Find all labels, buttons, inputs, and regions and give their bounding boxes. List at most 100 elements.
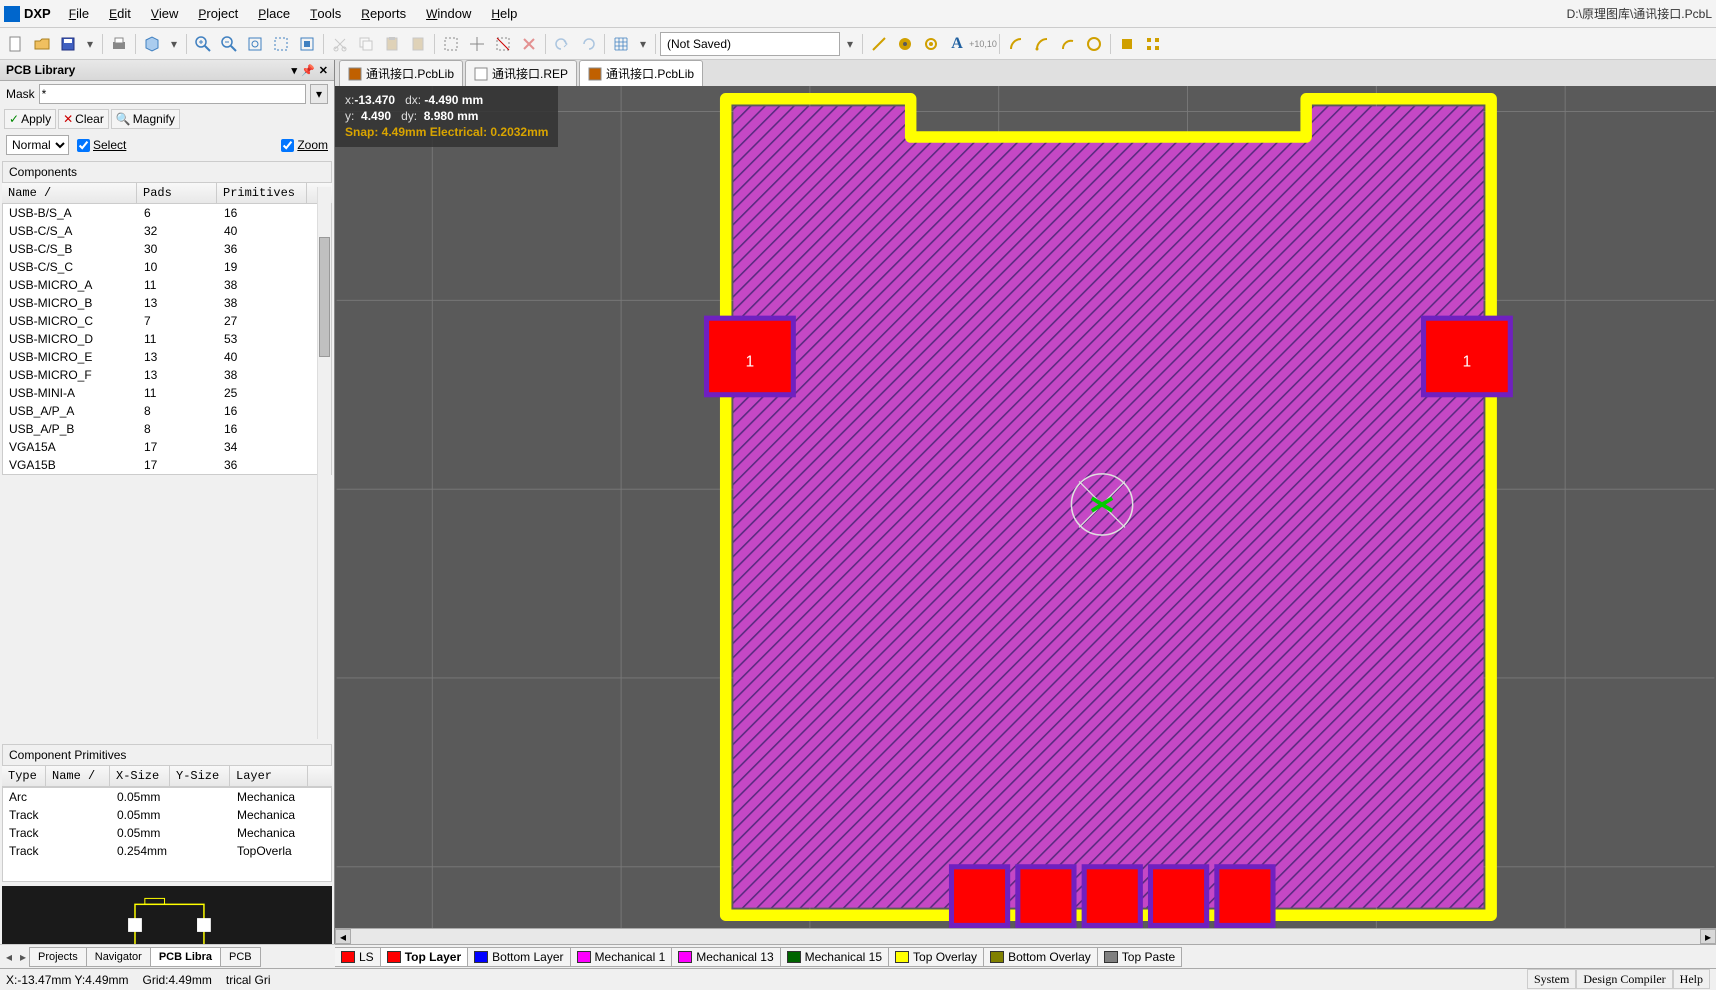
place-fill-button[interactable] bbox=[1115, 32, 1139, 56]
zoom-in-button[interactable] bbox=[191, 32, 215, 56]
layer-tab[interactable]: Top Paste bbox=[1097, 947, 1182, 967]
grid-dropdown[interactable]: ▾ bbox=[635, 37, 651, 51]
component-row[interactable]: USB-MICRO_A1138 bbox=[3, 276, 331, 294]
layer-tab[interactable]: Top Overlay bbox=[888, 947, 984, 967]
horizontal-scrollbar[interactable]: ◂▸ bbox=[335, 928, 1716, 944]
deselect-button[interactable] bbox=[491, 32, 515, 56]
place-arc-center-button[interactable] bbox=[1004, 32, 1028, 56]
place-arc-edge-button[interactable] bbox=[1030, 32, 1054, 56]
new-button[interactable] bbox=[4, 32, 28, 56]
component-row[interactable]: USB-B/S_A616 bbox=[3, 204, 331, 222]
save-dropdown[interactable]: ▾ bbox=[82, 37, 98, 51]
component-row[interactable]: USB-C/S_B3036 bbox=[3, 240, 331, 258]
place-coord-button[interactable]: +10,10 bbox=[971, 32, 995, 56]
menu-help[interactable]: Help bbox=[481, 2, 527, 25]
menu-project[interactable]: Project bbox=[188, 2, 248, 25]
panel-menu-icon[interactable]: ▾ bbox=[292, 64, 298, 77]
place-line-button[interactable] bbox=[867, 32, 891, 56]
library-button[interactable] bbox=[140, 32, 164, 56]
component-row[interactable]: USB-MICRO_F1338 bbox=[3, 366, 331, 384]
column-header[interactable]: Y-Size bbox=[170, 766, 230, 786]
panel-tab[interactable]: Navigator bbox=[86, 947, 151, 967]
components-scrollbar[interactable] bbox=[317, 187, 331, 739]
mode-select[interactable]: Normal bbox=[6, 135, 69, 155]
print-button[interactable] bbox=[107, 32, 131, 56]
status-button[interactable]: Design Compiler bbox=[1576, 969, 1672, 989]
component-row[interactable]: USB-C/S_C1019 bbox=[3, 258, 331, 276]
place-arc-any-button[interactable] bbox=[1056, 32, 1080, 56]
pcb-canvas[interactable]: 11 x:-13.470 dx: -4.490 mm y: 4.490 dy: … bbox=[335, 86, 1716, 928]
column-header[interactable]: Layer bbox=[230, 766, 308, 786]
menu-view[interactable]: View bbox=[141, 2, 189, 25]
status-button[interactable]: Help bbox=[1673, 969, 1710, 989]
move-button[interactable] bbox=[465, 32, 489, 56]
column-header[interactable]: Type bbox=[2, 766, 46, 786]
component-row[interactable]: USB-MICRO_E1340 bbox=[3, 348, 331, 366]
tab-nav-right[interactable]: ▸ bbox=[16, 950, 30, 964]
zoom-checkbox[interactable]: Zoom bbox=[281, 138, 328, 152]
clear-button[interactable]: ✕Clear bbox=[58, 109, 109, 129]
column-header[interactable]: X-Size bbox=[110, 766, 170, 786]
panel-tab[interactable]: Projects bbox=[29, 947, 87, 967]
place-string-button[interactable]: A bbox=[945, 32, 969, 56]
menu-tools[interactable]: Tools bbox=[300, 2, 351, 25]
panel-tab[interactable]: PCB bbox=[220, 947, 261, 967]
component-row[interactable]: USB-MICRO_B1338 bbox=[3, 294, 331, 312]
magnify-button[interactable]: 🔍Magnify bbox=[111, 109, 180, 129]
component-row[interactable]: USB-C/S_A3240 bbox=[3, 222, 331, 240]
primitive-row[interactable]: Arc0.05mmMechanica bbox=[3, 788, 331, 806]
place-circle-button[interactable] bbox=[1082, 32, 1106, 56]
paste-button[interactable] bbox=[380, 32, 404, 56]
zoom-fit-button[interactable] bbox=[243, 32, 267, 56]
primitive-row[interactable]: Track0.05mmMechanica bbox=[3, 806, 331, 824]
cut-button[interactable] bbox=[328, 32, 352, 56]
status-button[interactable]: System bbox=[1527, 969, 1576, 989]
mask-dropdown[interactable]: ▾ bbox=[310, 84, 328, 104]
layer-tab[interactable]: LS bbox=[335, 947, 381, 967]
saved-query-combo[interactable]: (Not Saved) bbox=[660, 32, 840, 56]
select-button[interactable] bbox=[439, 32, 463, 56]
component-row[interactable]: VGA15B1736 bbox=[3, 456, 331, 474]
place-array-button[interactable] bbox=[1141, 32, 1165, 56]
copy-button[interactable] bbox=[354, 32, 378, 56]
document-tab[interactable]: 通讯接口.REP bbox=[465, 60, 577, 86]
layer-tab[interactable]: Bottom Layer bbox=[467, 947, 570, 967]
panel-close-icon[interactable]: ✕ bbox=[319, 64, 328, 77]
layer-tab[interactable]: Mechanical 13 bbox=[671, 947, 780, 967]
library-dropdown[interactable]: ▾ bbox=[166, 37, 182, 51]
mask-input[interactable] bbox=[39, 84, 306, 104]
panel-tab[interactable]: PCB Libra bbox=[150, 947, 221, 967]
column-header[interactable]: Name / bbox=[2, 183, 137, 203]
panel-pin-icon[interactable]: 📌 bbox=[301, 64, 315, 77]
zoom-area-button[interactable] bbox=[269, 32, 293, 56]
save-button[interactable] bbox=[56, 32, 80, 56]
menu-place[interactable]: Place bbox=[248, 2, 300, 25]
primitive-row[interactable]: Track0.05mmMechanica bbox=[3, 824, 331, 842]
layer-tab[interactable]: Mechanical 1 bbox=[570, 947, 673, 967]
menu-window[interactable]: Window bbox=[416, 2, 481, 25]
select-checkbox[interactable]: Select bbox=[77, 138, 126, 152]
column-header[interactable]: Name / bbox=[46, 766, 110, 786]
place-pad-button[interactable] bbox=[893, 32, 917, 56]
column-header[interactable]: Pads bbox=[137, 183, 217, 203]
tab-nav-left[interactable]: ◂ bbox=[2, 950, 16, 964]
menu-edit[interactable]: Edit bbox=[99, 2, 141, 25]
layer-tab[interactable]: Top Layer bbox=[380, 947, 468, 967]
clear-button[interactable] bbox=[517, 32, 541, 56]
components-column-headers[interactable]: Name /PadsPrimitives bbox=[2, 183, 332, 204]
primitive-row[interactable]: Track0.254mmTopOverla bbox=[3, 842, 331, 860]
component-row[interactable]: USB-MICRO_D1153 bbox=[3, 330, 331, 348]
undo-button[interactable] bbox=[550, 32, 574, 56]
component-row[interactable]: USB-MINI-A1125 bbox=[3, 384, 331, 402]
redo-button[interactable] bbox=[576, 32, 600, 56]
layer-tab[interactable]: Bottom Overlay bbox=[983, 947, 1098, 967]
component-row[interactable]: USB_A/P_B816 bbox=[3, 420, 331, 438]
menu-reports[interactable]: Reports bbox=[351, 2, 416, 25]
apply-button[interactable]: ✓Apply bbox=[4, 109, 56, 129]
saved-query-dropdown[interactable]: ▾ bbox=[842, 37, 858, 51]
app-name[interactable]: DXP bbox=[24, 6, 51, 21]
paste-special-button[interactable] bbox=[406, 32, 430, 56]
open-button[interactable] bbox=[30, 32, 54, 56]
document-tab[interactable]: 通讯接口.PcbLib bbox=[579, 60, 703, 86]
zoom-selected-button[interactable] bbox=[295, 32, 319, 56]
